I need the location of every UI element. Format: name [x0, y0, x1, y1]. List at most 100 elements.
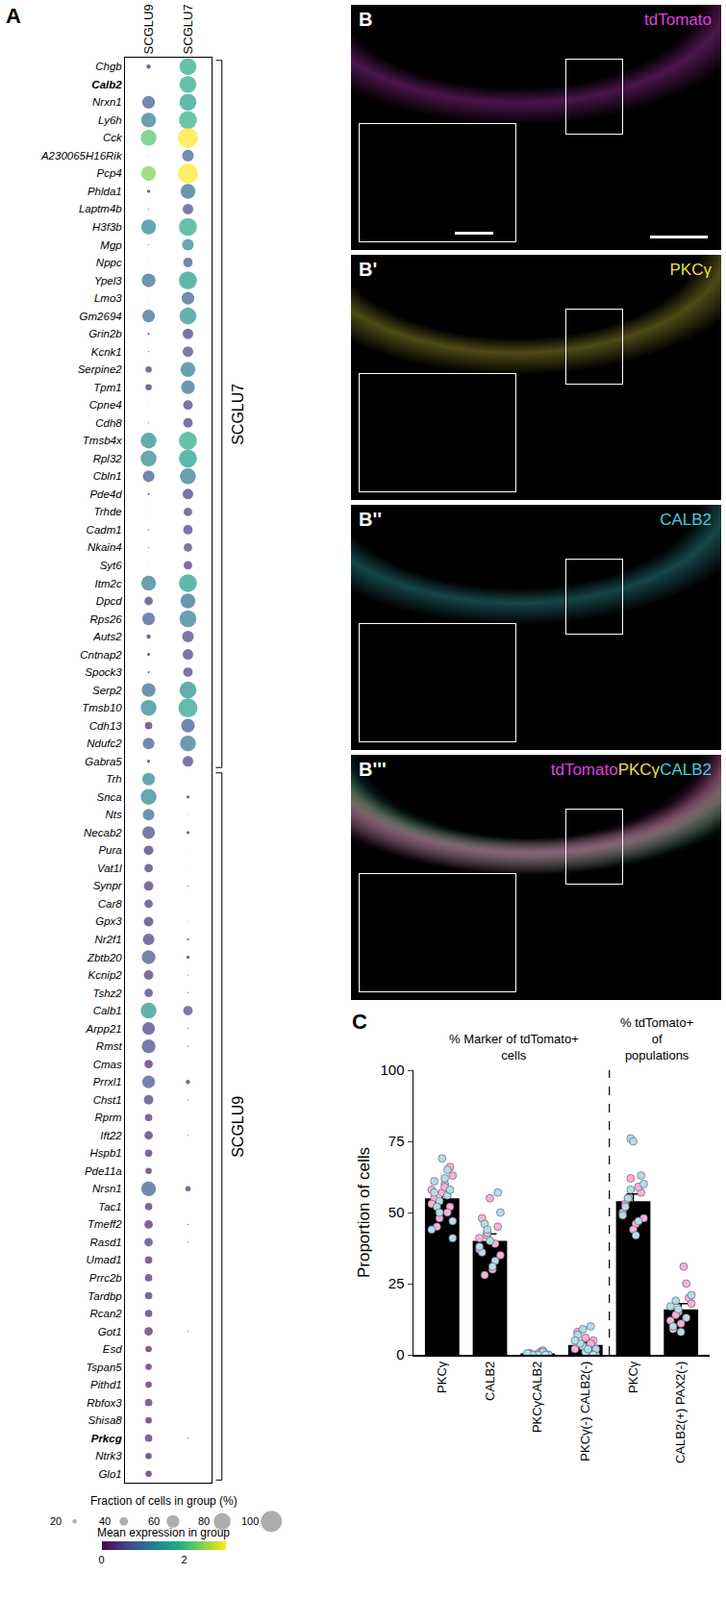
svg-text:Tardbp: Tardbp	[87, 1290, 123, 1302]
svg-text:SCGLU9: SCGLU9	[141, 3, 156, 54]
svg-text:Cmas: Cmas	[93, 1058, 123, 1071]
svg-text:Tmsb10: Tmsb10	[81, 701, 123, 714]
svg-text:Rcan2: Rcan2	[89, 1307, 123, 1320]
svg-text:Cdh13: Cdh13	[89, 720, 123, 732]
svg-text:80: 80	[198, 1515, 210, 1528]
svg-text:Prrc2b: Prrc2b	[89, 1272, 123, 1284]
svg-text:Laptm4b: Laptm4b	[78, 202, 123, 215]
svg-text:Trhde: Trhde	[93, 505, 122, 518]
svg-text:Calb1: Calb1	[93, 1004, 123, 1017]
svg-text:100: 100	[241, 1515, 259, 1528]
svg-text:Rps26: Rps26	[89, 613, 123, 626]
svg-text:Mgp: Mgp	[100, 239, 123, 251]
svg-text:Calb2: Calb2	[91, 78, 123, 91]
svg-text:20: 20	[50, 1515, 62, 1528]
svg-text:H3f3b: H3f3b	[92, 221, 123, 233]
svg-text:Ift22: Ift22	[100, 1129, 123, 1142]
svg-text:60: 60	[148, 1515, 160, 1528]
svg-text:Pithd1: Pithd1	[90, 1378, 123, 1391]
svg-text:% tdTomato+ofpopulations: % tdTomato+ofpopulations	[620, 1015, 694, 1063]
svg-text:Hspb1: Hspb1	[89, 1147, 122, 1159]
svg-text:Snca: Snca	[96, 791, 122, 803]
svg-text:Pde4d: Pde4d	[89, 488, 123, 501]
svg-text:Rprm: Rprm	[95, 1111, 124, 1124]
svg-text:Glo1: Glo1	[98, 1468, 122, 1480]
svg-text:Gm2694: Gm2694	[79, 310, 123, 323]
svg-text:Rasd1: Rasd1	[89, 1236, 122, 1249]
svg-text:PKCγCALB2: PKCγCALB2	[529, 1361, 545, 1433]
svg-text:% Marker of tdTomato+cells: % Marker of tdTomato+cells	[449, 1031, 579, 1063]
svg-text:Nppc: Nppc	[96, 256, 123, 269]
svg-text:Tmsb4x: Tmsb4x	[82, 434, 124, 447]
svg-text:100: 100	[379, 1061, 404, 1078]
svg-text:Serpine2: Serpine2	[77, 363, 124, 376]
svg-text:0: 0	[98, 1553, 104, 1566]
svg-text:Rmst: Rmst	[96, 1040, 124, 1052]
svg-text:Pura: Pura	[98, 844, 122, 856]
svg-text:PKCγ(-) CALB2(-): PKCγ(-) CALB2(-)	[577, 1361, 593, 1462]
svg-text:Tmeff2: Tmeff2	[87, 1218, 123, 1230]
svg-text:Shisa8: Shisa8	[88, 1414, 124, 1427]
svg-text:Arpp21: Arpp21	[85, 1023, 123, 1035]
svg-text:Dpcd: Dpcd	[96, 595, 123, 607]
svg-text:Cbln1: Cbln1	[93, 470, 123, 482]
svg-text:CALB2: CALB2	[482, 1361, 498, 1402]
svg-text:Nrxn1: Nrxn1	[92, 96, 123, 108]
svg-text:Prkcg: Prkcg	[91, 1432, 123, 1445]
svg-text:Prrxl1: Prrxl1	[93, 1076, 123, 1088]
svg-text:Grin2b: Grin2b	[88, 327, 123, 340]
svg-text:Rpl32: Rpl32	[93, 452, 124, 465]
svg-text:Spock3: Spock3	[84, 666, 123, 678]
svg-text:Pcp4: Pcp4	[96, 167, 122, 179]
svg-text:Rbfox3: Rbfox3	[86, 1397, 123, 1409]
svg-text:Tspan5: Tspan5	[85, 1361, 123, 1374]
svg-text:Syt6: Syt6	[100, 559, 124, 572]
svg-text:Pde11a: Pde11a	[84, 1165, 123, 1177]
svg-text:75: 75	[388, 1132, 405, 1150]
svg-text:Chst1: Chst1	[93, 1094, 123, 1106]
svg-text:Ndufc2: Ndufc2	[86, 737, 123, 750]
svg-text:0: 0	[396, 1346, 404, 1363]
svg-text:Tshz2: Tshz2	[92, 987, 123, 1000]
svg-text:Got1: Got1	[98, 1326, 123, 1338]
svg-text:Zbtb20: Zbtb20	[86, 951, 123, 964]
svg-text:Cadm1: Cadm1	[86, 524, 123, 536]
svg-text:SCGLU7: SCGLU7	[229, 383, 247, 446]
svg-text:Proportion of cells: Proportion of cells	[354, 1147, 374, 1278]
svg-text:CALB2(+) PAX2(-): CALB2(+) PAX2(-)	[673, 1361, 688, 1464]
svg-text:Chgb: Chgb	[95, 60, 123, 73]
svg-text:Mean expression in group: Mean expression in group	[97, 1526, 230, 1540]
svg-text:25: 25	[388, 1275, 405, 1292]
svg-text:Serp2: Serp2	[92, 684, 123, 697]
svg-text:Itm2c: Itm2c	[95, 577, 123, 590]
svg-text:Necab2: Necab2	[83, 826, 123, 839]
svg-text:Phlda1: Phlda1	[87, 185, 123, 198]
svg-text:Cpne4: Cpne4	[89, 399, 123, 411]
svg-text:Fraction of cells in group (%): Fraction of cells in group (%)	[90, 1494, 238, 1508]
svg-text:Auts2: Auts2	[92, 630, 123, 643]
svg-text:2: 2	[180, 1553, 187, 1566]
svg-text:Tac1: Tac1	[98, 1201, 123, 1213]
svg-text:PKCγ: PKCγ	[625, 1360, 641, 1394]
svg-text:Nrsn1: Nrsn1	[92, 1182, 123, 1195]
svg-text:A230065H16Rik: A230065H16Rik	[40, 150, 124, 162]
svg-text:Cck: Cck	[102, 131, 124, 144]
svg-text:Vat1l: Vat1l	[97, 862, 123, 875]
svg-text:Nkain4: Nkain4	[87, 541, 123, 553]
svg-text:Kcnip2: Kcnip2	[88, 969, 124, 981]
svg-text:Nts: Nts	[104, 808, 123, 821]
svg-text:Cntnap2: Cntnap2	[79, 649, 123, 661]
svg-text:Ypel3: Ypel3	[94, 275, 123, 287]
svg-text:PKCγ: PKCγ	[434, 1360, 450, 1394]
svg-text:Tpm1: Tpm1	[93, 381, 122, 394]
svg-text:50: 50	[388, 1203, 405, 1221]
svg-text:Ly6h: Ly6h	[98, 114, 123, 126]
svg-text:Gabra5: Gabra5	[84, 755, 123, 768]
svg-text:Ntrk3: Ntrk3	[95, 1450, 123, 1462]
svg-text:SCGLU9: SCGLU9	[229, 1096, 247, 1158]
svg-text:Synpr: Synpr	[93, 879, 124, 892]
svg-text:40: 40	[99, 1515, 111, 1528]
svg-text:Car8: Car8	[98, 898, 124, 910]
svg-text:Nr2f1: Nr2f1	[95, 933, 123, 946]
svg-text:Kcnk1: Kcnk1	[91, 346, 123, 358]
